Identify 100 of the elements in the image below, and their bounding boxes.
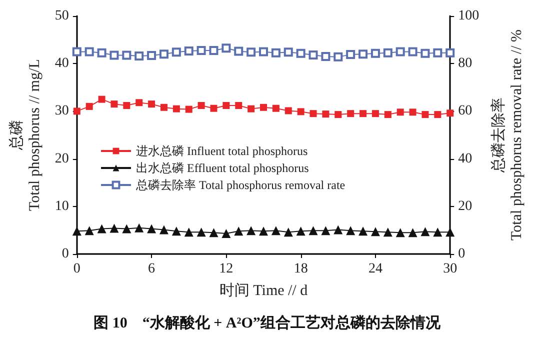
point (396, 108, 404, 116)
point (246, 48, 256, 57)
point (334, 225, 343, 234)
point (110, 224, 119, 233)
point (246, 226, 256, 236)
y2-tick-label: 60 (458, 104, 472, 119)
point (234, 226, 244, 236)
point (434, 111, 442, 118)
point (422, 111, 429, 118)
y-tick-label: 20 (54, 151, 69, 166)
point (222, 102, 230, 109)
point (259, 226, 268, 236)
point (409, 108, 416, 116)
point (198, 102, 205, 109)
point (384, 111, 392, 118)
point (73, 108, 80, 115)
x-tick-label: 24 (368, 262, 382, 276)
point (172, 226, 181, 236)
point (383, 228, 392, 237)
y-tick-label: 30 (54, 104, 69, 119)
point (222, 44, 231, 53)
point (172, 48, 181, 57)
point (433, 228, 442, 237)
y-tick-label: 0 (62, 246, 69, 262)
y-axis-title: 总磷 Total phosphorus // mg/L (8, 59, 43, 211)
point (310, 110, 317, 118)
point (210, 104, 218, 112)
legend-label: 总磷去除率 Total phosphorus removal rate (135, 178, 346, 192)
point (284, 107, 292, 114)
point (222, 229, 231, 238)
point (122, 50, 132, 60)
point (136, 99, 143, 106)
point (259, 47, 268, 56)
point (110, 100, 118, 108)
point (420, 227, 430, 236)
point (271, 226, 280, 236)
point (296, 226, 306, 236)
point (408, 47, 418, 56)
text: 图 10 “水解酸化 + A²O”组合工艺对总磷的去除情况 (94, 314, 442, 332)
point (446, 228, 455, 237)
point (347, 110, 354, 118)
y2-tick-label: 80 (458, 56, 472, 72)
point (159, 225, 168, 234)
point (372, 110, 379, 118)
point (209, 46, 218, 56)
point (110, 50, 119, 60)
point (446, 48, 455, 58)
legend-label: 进水总磷 Influent total phosphorus (136, 144, 308, 158)
point (358, 226, 368, 236)
point (148, 100, 156, 108)
point (160, 104, 168, 111)
point (184, 46, 194, 56)
point (98, 96, 106, 103)
point (234, 46, 244, 56)
point (321, 52, 330, 61)
y2-tick-label: 100 (458, 8, 480, 24)
y-tick-label: 50 (54, 8, 69, 24)
x-tick-label: 12 (219, 262, 234, 276)
point (308, 226, 318, 236)
point (370, 227, 380, 236)
point (172, 105, 180, 112)
point (396, 47, 405, 56)
point (321, 226, 330, 236)
point (360, 110, 367, 118)
point (272, 104, 280, 112)
point (308, 50, 318, 60)
point (271, 48, 280, 58)
x-tick-label: 30 (443, 262, 458, 276)
point (358, 50, 368, 59)
point (296, 48, 306, 58)
point (370, 48, 380, 58)
point (446, 110, 454, 117)
y2-axis-title: 总磷去除率 Total phosphorus removal rate // % (490, 30, 525, 240)
point (196, 46, 206, 56)
x-tick-label: 18 (294, 262, 308, 276)
x-tick-label: 6 (148, 262, 156, 276)
point (72, 47, 82, 56)
x-tick-label: 0 (73, 262, 80, 276)
point (84, 226, 94, 236)
point (97, 48, 106, 58)
point (420, 48, 430, 58)
point (383, 48, 392, 58)
point (235, 102, 242, 109)
point (248, 105, 255, 112)
point (334, 52, 343, 62)
point (322, 110, 330, 118)
point (72, 226, 82, 236)
y-tick-label: 40 (54, 56, 69, 72)
point (209, 228, 218, 238)
point (260, 104, 267, 111)
point (284, 48, 293, 57)
y2-tick-label: 40 (458, 151, 472, 166)
point (147, 51, 156, 60)
point (122, 224, 132, 234)
y2-tick-label: 0 (458, 246, 466, 262)
point (84, 47, 94, 56)
y2-tick-label: 20 (458, 198, 472, 214)
point (284, 228, 293, 237)
point (185, 106, 192, 113)
point (196, 228, 206, 237)
